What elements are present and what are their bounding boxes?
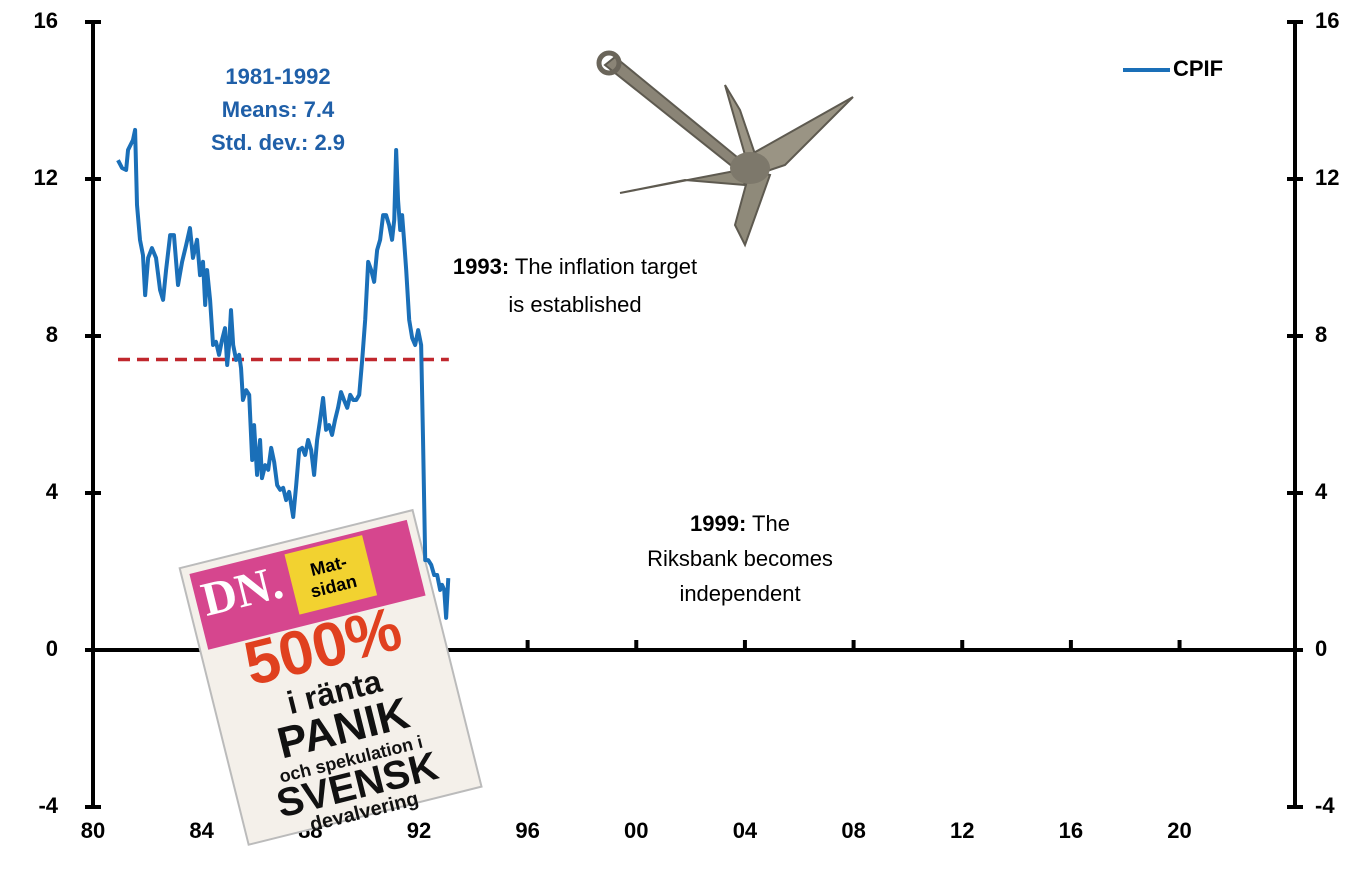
y2-tick-label: -4 bbox=[1315, 793, 1335, 818]
annotation: 1993: The inflation target bbox=[453, 254, 697, 279]
newspaper-box bbox=[284, 535, 378, 615]
x-tick-label: 08 bbox=[841, 818, 865, 843]
annotation: Means: 7.4 bbox=[222, 97, 335, 122]
anchor-shank bbox=[603, 55, 739, 169]
annotation-text: 1993: bbox=[453, 254, 509, 279]
y2-tick-label: 16 bbox=[1315, 8, 1339, 33]
x-tick-label: 92 bbox=[407, 818, 431, 843]
x-tick-label: 16 bbox=[1059, 818, 1083, 843]
y2-tick-label: 4 bbox=[1315, 479, 1328, 504]
x-tick-label: 12 bbox=[950, 818, 974, 843]
annotation-text: is established bbox=[508, 292, 641, 317]
anchor-crown bbox=[730, 152, 770, 184]
annotation-text: independent bbox=[679, 581, 800, 606]
anchor-picture bbox=[596, 50, 854, 248]
annotation-text: 1999: bbox=[690, 511, 746, 536]
y-tick-label: 0 bbox=[46, 636, 58, 661]
annotation: 1981-1992 bbox=[225, 64, 330, 89]
annotation-text: Riksbank becomes bbox=[647, 546, 833, 571]
y2-tick-label: 0 bbox=[1315, 636, 1327, 661]
annotation: Std. dev.: 2.9 bbox=[211, 130, 345, 155]
anchor-fluke bbox=[724, 84, 759, 162]
y-tick-label: 12 bbox=[34, 165, 58, 190]
x-tick-label: 96 bbox=[515, 818, 539, 843]
x-tick-label: 20 bbox=[1167, 818, 1191, 843]
annotation: Riksbank becomes bbox=[647, 546, 833, 571]
annotation-text: The bbox=[746, 511, 790, 536]
annotation-text: Std. dev.: 2.9 bbox=[211, 130, 345, 155]
annotation: independent bbox=[679, 581, 800, 606]
annotation-text: The inflation target bbox=[509, 254, 697, 279]
legend-label: CPIF bbox=[1173, 56, 1223, 81]
annotation-text: Means: 7.4 bbox=[222, 97, 335, 122]
annotation: is established bbox=[508, 292, 641, 317]
anchor-ring bbox=[596, 50, 622, 76]
annotation: 1999: The bbox=[690, 511, 790, 536]
annotation-text: 1981-1992 bbox=[225, 64, 330, 89]
x-tick-label: 84 bbox=[189, 818, 214, 843]
y-tick-label: 4 bbox=[46, 479, 59, 504]
cpif-line bbox=[116, 127, 451, 620]
x-tick-label: 04 bbox=[733, 818, 758, 843]
x-tick-label: 80 bbox=[81, 818, 105, 843]
y-tick-label: 16 bbox=[34, 8, 58, 33]
y2-tick-label: 12 bbox=[1315, 165, 1339, 190]
y-tick-label: -4 bbox=[38, 793, 58, 818]
y2-tick-label: 8 bbox=[1315, 322, 1327, 347]
x-tick-label: 00 bbox=[624, 818, 648, 843]
anchor-fluke bbox=[619, 168, 747, 194]
y-tick-label: 8 bbox=[46, 322, 58, 347]
